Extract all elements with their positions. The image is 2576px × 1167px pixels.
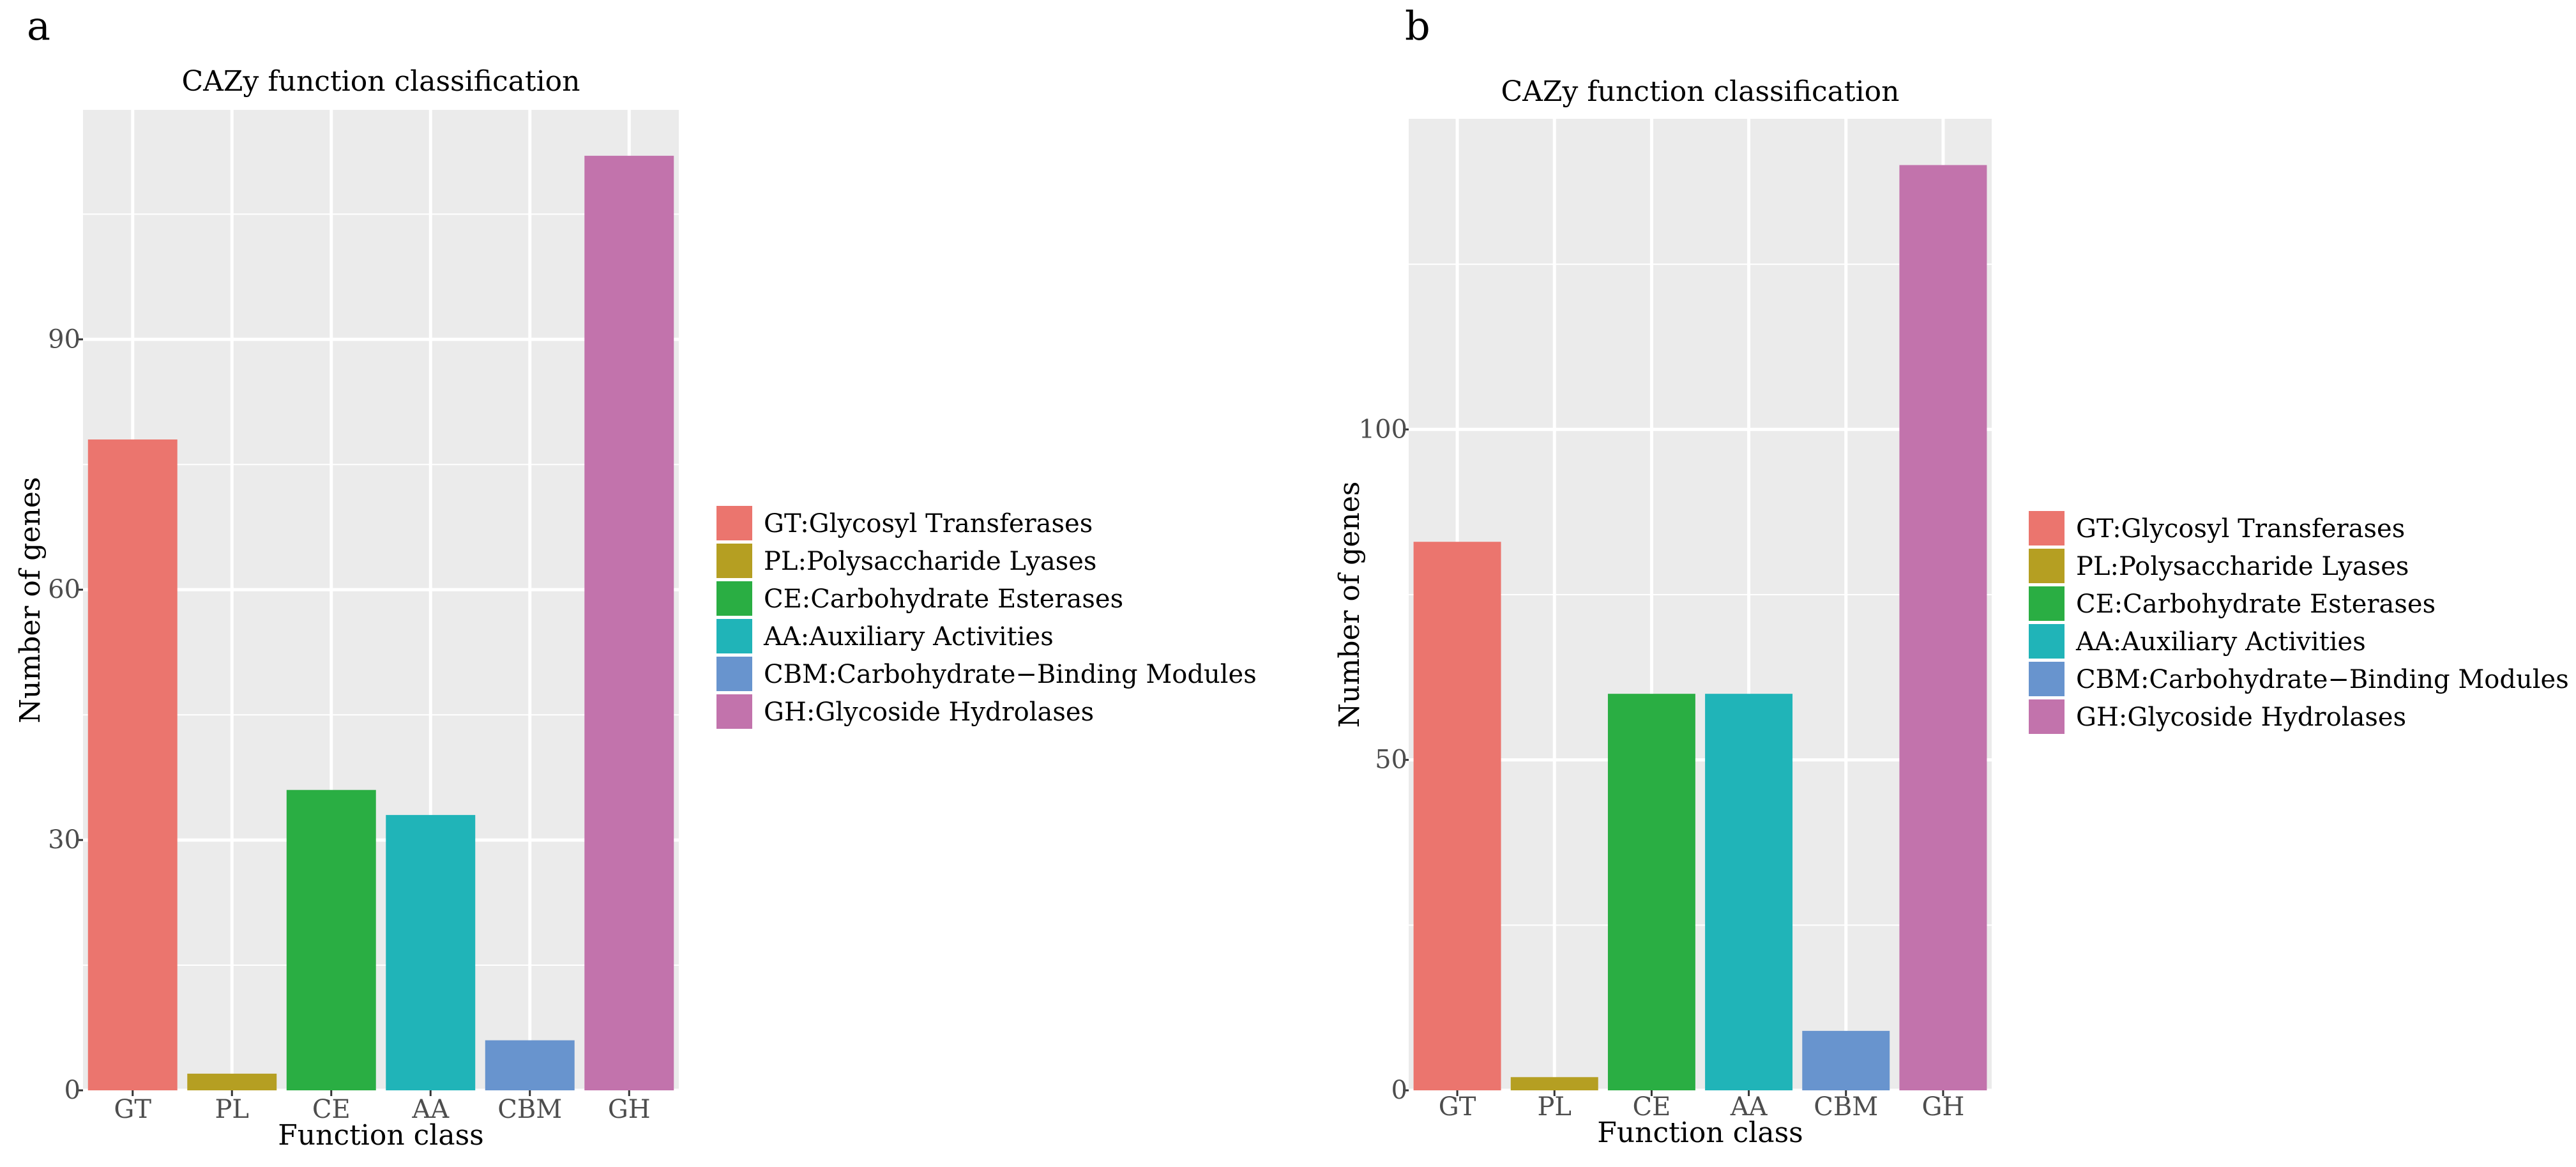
legend-label: GH:Glycoside Hydrolases (2076, 703, 2406, 732)
panel-letter: b (1405, 3, 1430, 49)
legend-label: PL:Polysaccharide Lyases (2076, 552, 2409, 581)
bar-gt (1413, 542, 1501, 1090)
y-tick-label: 50 (1375, 745, 1407, 775)
bar-cbm (485, 1040, 575, 1090)
legend-swatch (716, 657, 752, 691)
x-tick-label: AA (1730, 1092, 1768, 1122)
legend-label: CBM:Carbohydrate−Binding Modules (2076, 665, 2569, 694)
x-tick-label: CBM (1814, 1092, 1878, 1122)
x-tick-label: AA (411, 1095, 450, 1124)
legend-label: GH:Glycoside Hydrolases (764, 698, 1094, 727)
legend-swatch (716, 619, 752, 653)
y-tick-label: 30 (48, 825, 80, 855)
bar-aa (1705, 694, 1793, 1090)
chart-title: CAZy function classification (181, 65, 580, 98)
y-axis-title: Number of genes (14, 477, 47, 724)
y-axis-title: Number of genes (1333, 482, 1366, 728)
x-axis-title: Function class (1597, 1117, 1803, 1149)
y-tick-label: 100 (1359, 415, 1407, 444)
bar-ce (286, 789, 376, 1090)
bar-gh (1899, 165, 1987, 1090)
x-tick-label: PL (1538, 1092, 1572, 1122)
bar-gt (87, 439, 178, 1090)
bar-aa (386, 814, 476, 1090)
bar-cbm (1802, 1030, 1890, 1090)
legend-label: PL:Polysaccharide Lyases (764, 547, 1096, 576)
x-tick-label: GT (1439, 1092, 1476, 1122)
x-tick-label: GT (114, 1095, 151, 1124)
panel-letter: a (27, 3, 50, 49)
legend: GT:Glycosyl Transferases PL:Polysaccharid… (716, 506, 1257, 729)
legend-label: AA:Auxiliary Activities (763, 622, 1054, 652)
x-tick-label: CE (1633, 1092, 1671, 1122)
y-tick-label: 60 (48, 575, 80, 604)
legend-label: CE:Carbohydrate Esterases (764, 584, 1123, 614)
plot-background (1409, 119, 1992, 1090)
legend-label: CE:Carbohydrate Esterases (2076, 590, 2436, 619)
bar-pl (187, 1073, 277, 1090)
chart-title: CAZy function classification (1501, 75, 1899, 108)
legend-label: CBM:Carbohydrate−Binding Modules (764, 660, 1257, 689)
legend-swatch (2029, 549, 2065, 583)
x-tick-label: CE (312, 1095, 351, 1124)
x-tick-label: CBM (497, 1095, 562, 1124)
legend-label: AA:Auxiliary Activities (2075, 627, 2366, 657)
bar-ce (1607, 694, 1695, 1090)
bar-pl (1510, 1077, 1598, 1090)
y-tick-label: 90 (48, 324, 80, 354)
legend-swatch (2029, 511, 2065, 545)
legend-swatch (2029, 662, 2065, 696)
x-tick-label: GH (1921, 1092, 1964, 1122)
bar-gh (584, 155, 674, 1090)
chart-panel-b: b CAZy function classification 0 50 100 GT PL C… (1333, 3, 2569, 1149)
legend-swatch (2029, 586, 2065, 621)
y-tick-label: 0 (1391, 1076, 1407, 1105)
y-tick-label: 0 (64, 1076, 80, 1105)
chart-panel-a: a CAZy function classification 0 30 60 90 GT PL… (14, 3, 1257, 1152)
legend-swatch (716, 581, 752, 616)
x-tick-label: GH (608, 1095, 651, 1124)
plot-background (83, 110, 679, 1090)
legend-swatch (2029, 624, 2065, 659)
legend-swatch (716, 544, 752, 578)
legend-label: GT:Glycosyl Transferases (764, 509, 1093, 538)
legend-label: GT:Glycosyl Transferases (2076, 514, 2405, 544)
legend-swatch (716, 694, 752, 729)
legend-swatch (2029, 699, 2065, 734)
legend-swatch (716, 506, 752, 540)
x-axis-title: Function class (278, 1119, 484, 1152)
legend: GT:Glycosyl Transferases PL:Polysaccharid… (2029, 511, 2569, 734)
x-tick-label: PL (215, 1095, 249, 1124)
